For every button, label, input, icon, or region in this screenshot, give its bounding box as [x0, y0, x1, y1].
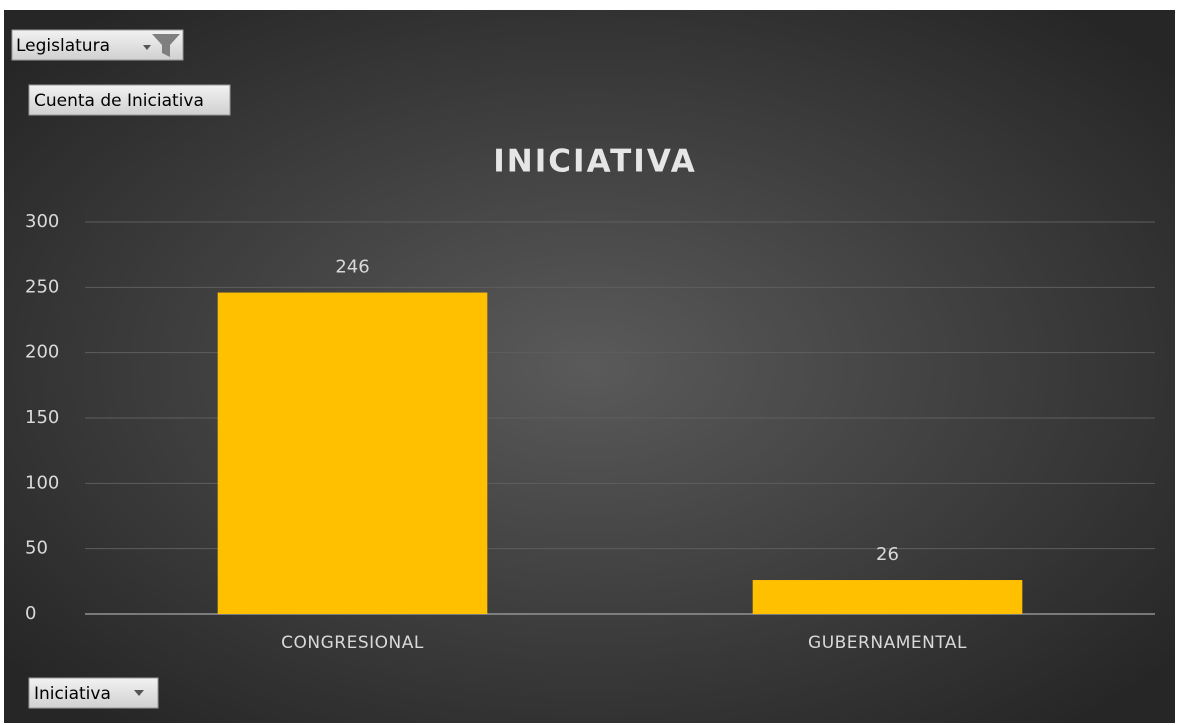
chart-title: INICIATIVA: [493, 144, 696, 180]
values-button-label: Cuenta de Iniciativa: [34, 91, 204, 111]
y-tick-label: 100: [25, 472, 59, 493]
y-tick-label: 200: [25, 342, 59, 363]
y-tick-label: 300: [25, 211, 59, 232]
values-button[interactable]: Cuenta de Iniciativa: [28, 84, 231, 116]
data-label: 26: [876, 544, 899, 565]
bar: [752, 580, 1023, 614]
filter-button[interactable]: Legislatura: [11, 29, 184, 61]
bar: [217, 292, 488, 614]
filter-button-label: Legislatura: [16, 36, 110, 56]
data-label: 246: [335, 257, 369, 278]
axis-button[interactable]: Iniciativa: [28, 677, 159, 709]
y-tick-label: 0: [25, 603, 36, 624]
chart-background: [4, 10, 1175, 723]
x-tick-label: CONGRESIONAL: [281, 633, 424, 653]
y-tick-label: 150: [25, 407, 59, 428]
axis-button-label: Iniciativa: [34, 684, 111, 704]
y-tick-label: 250: [25, 276, 59, 297]
x-tick-label: GUBERNAMENTAL: [808, 633, 967, 653]
y-tick-label: 50: [25, 538, 48, 559]
